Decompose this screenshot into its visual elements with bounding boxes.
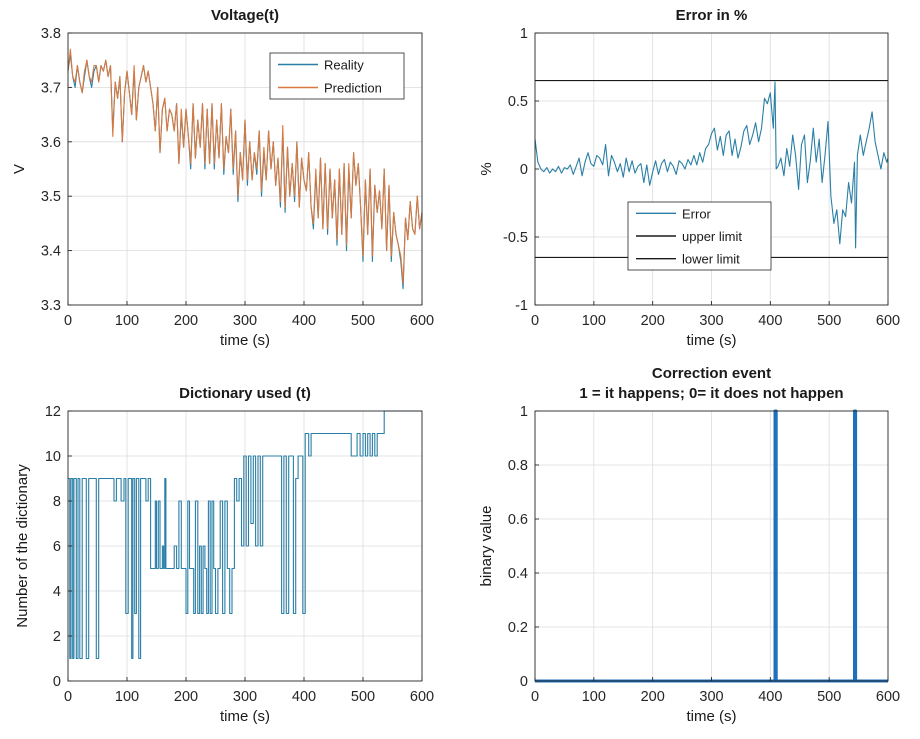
y-tick-label: 3.5 [41, 189, 61, 205]
x-tick-label: 500 [351, 313, 375, 329]
x-tick-label: 100 [582, 689, 606, 705]
x-tick-label: 0 [531, 313, 539, 329]
series-line-prediction [67, 48, 423, 284]
y-tick-label: 0 [520, 674, 528, 690]
y-tick-label: 2 [53, 629, 61, 645]
x-tick-label: 200 [641, 689, 665, 705]
x-tick-label: 200 [174, 313, 198, 329]
chart-panel-1: 0 100 200 300 400 500 600 3.3 3.4 3.5 3.6 3.7 3.8 Vol… [11, 7, 434, 349]
x-tick-label: 100 [582, 313, 606, 329]
legend: Reality Prediction [269, 52, 405, 100]
y-tick-label: 3.8 [41, 26, 61, 42]
x-tick-label: 0 [531, 689, 539, 705]
x-tick-label: 600 [876, 313, 900, 329]
y-tick-label: 0 [53, 674, 61, 690]
legend-box [269, 52, 405, 100]
x-tick-label: 600 [410, 689, 434, 705]
x-tick-label: 400 [292, 313, 316, 329]
legend-label: lower limit [682, 252, 740, 267]
x-axis-label: time (s) [687, 332, 737, 349]
y-tick-label: 0.8 [508, 458, 528, 474]
legend: Error upper limit lower limit [627, 201, 772, 271]
y-tick-label: 3.3 [41, 298, 61, 314]
y-axis-label: V [11, 164, 28, 174]
y-tick-label: 0.4 [508, 566, 528, 582]
y-tick-label: -1 [515, 298, 528, 314]
legend-label: Prediction [324, 81, 382, 96]
y-tick-label: 3.4 [41, 244, 61, 260]
y-axis-label: % [478, 162, 495, 175]
chart-title: Error in % [676, 7, 748, 24]
x-tick-label: 500 [351, 689, 375, 705]
y-tick-label: 0.2 [508, 620, 528, 636]
x-tick-label: 0 [64, 313, 72, 329]
y-tick-label: 3.6 [41, 135, 61, 151]
series-line-error [534, 81, 889, 249]
x-tick-label: 300 [699, 313, 723, 329]
y-axis-label: Number of the dictionary [14, 464, 31, 628]
chart-panel-4: 0 100 200 300 400 500 600 0 0.2 0.4 0.6 0.8 1 Correct… [478, 365, 900, 725]
legend-label: Error [682, 206, 712, 221]
y-tick-label: 6 [53, 539, 61, 555]
chart-title: Correction event [652, 365, 771, 382]
y-tick-label: 3.7 [41, 80, 61, 96]
x-tick-label: 600 [410, 313, 434, 329]
x-tick-label: 400 [292, 689, 316, 705]
y-axis-label: binary value [478, 506, 495, 587]
x-tick-label: 600 [876, 689, 900, 705]
y-tick-label: 0.5 [508, 94, 528, 110]
x-tick-label: 100 [115, 313, 139, 329]
x-tick-label: 100 [115, 689, 139, 705]
y-tick-label: -0.5 [503, 230, 528, 246]
x-tick-label: 300 [233, 313, 257, 329]
chart-panel-3: 0 100 200 300 400 500 600 0 2 4 6 8 10 12 Dictionary u… [14, 385, 434, 725]
y-tick-label: 0 [520, 162, 528, 178]
x-axis-label: time (s) [220, 332, 270, 349]
y-tick-label: 8 [53, 494, 61, 510]
x-tick-label: 400 [758, 689, 782, 705]
x-tick-label: 0 [64, 689, 72, 705]
x-tick-label: 200 [174, 689, 198, 705]
y-tick-label: 1 [520, 404, 528, 420]
x-tick-label: 500 [817, 313, 841, 329]
x-tick-label: 200 [641, 313, 665, 329]
series-line-1 [68, 410, 422, 660]
x-tick-label: 500 [817, 689, 841, 705]
x-axis-label: time (s) [220, 708, 270, 725]
x-axis-label: time (s) [687, 708, 737, 725]
chart-subtitle: 1 = it happens; 0= it does not happen [579, 385, 843, 402]
chart-panel-2: 0 100 200 300 400 500 600 -1 -0.5 0 0.5 1 Error in %… [478, 7, 900, 349]
y-tick-label: 10 [45, 449, 61, 465]
y-tick-label: 4 [53, 584, 61, 600]
x-tick-label: 300 [699, 689, 723, 705]
legend-label: Reality [324, 58, 364, 73]
chart-title: Voltage(t) [211, 7, 279, 24]
x-tick-label: 300 [233, 689, 257, 705]
y-tick-label: 1 [520, 26, 528, 42]
legend-label: upper limit [682, 229, 742, 244]
y-tick-label: 12 [45, 404, 61, 420]
chart-title: Dictionary used (t) [179, 385, 311, 402]
y-tick-label: 0.6 [508, 512, 528, 528]
x-tick-label: 400 [758, 313, 782, 329]
